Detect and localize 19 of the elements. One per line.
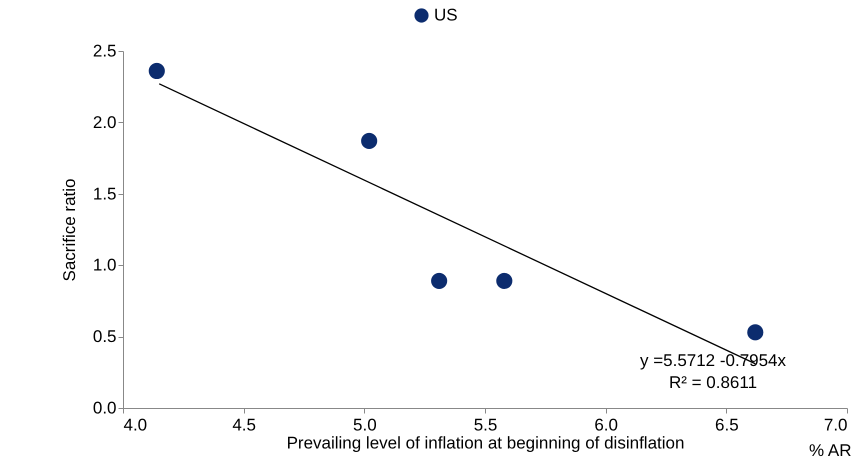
x-tick-label: 6.5	[715, 416, 739, 434]
x-tick-label: 4.0	[124, 416, 148, 434]
y-axis-title: Sacrifice ratio	[60, 178, 79, 282]
x-tick-label: 7.0	[824, 416, 848, 434]
y-tick-label: 1.0	[92, 256, 116, 275]
x-tick-label: 4.5	[232, 416, 256, 434]
x-axis-title: Prevailing level of inflation at beginning of disinflation	[286, 434, 684, 452]
annotation: R² = 0.8611	[668, 373, 758, 392]
y-tick-label: 0.0	[92, 398, 116, 418]
y-tick-label: 0.5	[92, 327, 116, 346]
x-tick-label: 5.5	[474, 416, 498, 434]
x-tick-label: 6.0	[594, 416, 618, 434]
y-tick-label: 2.5	[92, 42, 116, 60]
legend-label: US	[434, 6, 458, 24]
y-tick-label: 2.0	[92, 112, 116, 132]
y-tick-label: 1.5	[92, 184, 116, 204]
text: % AR	[809, 441, 852, 460]
annotation: y =5.5712 -0.7954x	[640, 351, 787, 370]
x-tick-label: 5.0	[353, 416, 377, 434]
